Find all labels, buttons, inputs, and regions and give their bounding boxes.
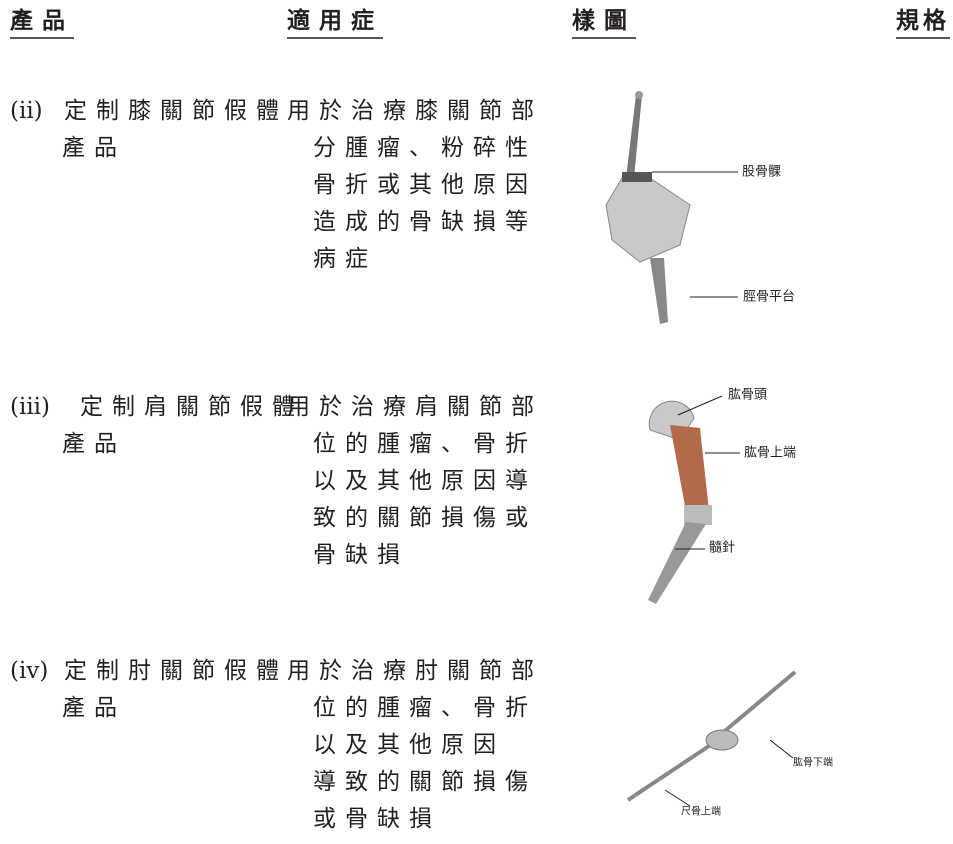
product-name: 產品	[62, 431, 126, 457]
row-number: (iv)	[10, 658, 48, 684]
indication: 造成的骨缺損等	[313, 209, 537, 235]
indication: 用於治療膝關節部	[287, 98, 543, 124]
indication: 用於治療肩關節部	[287, 394, 543, 420]
column-header: 產品	[10, 7, 74, 34]
indication: 導致的關節損傷	[313, 769, 537, 795]
indication: 致的關節損傷或	[313, 505, 537, 531]
figure-label: 尺骨上端	[681, 805, 721, 818]
elbow-implant	[626, 670, 797, 807]
indication: 以及其他原因導	[313, 468, 537, 494]
product-name: 定制肘關節假體	[64, 658, 288, 684]
product-name: 定制膝關節假體	[64, 98, 288, 124]
product-name: 產品	[62, 695, 126, 721]
figure-label: 肱骨上端	[744, 446, 796, 461]
figures	[605, 91, 797, 807]
row-number: (ii)	[10, 98, 43, 124]
indication: 位的腫瘤、骨折	[313, 431, 537, 457]
figure-label: 髓針	[709, 541, 735, 556]
figure-label: 肱骨下端	[793, 756, 833, 769]
indication: 或骨缺損	[313, 806, 441, 832]
column-header: 適用症	[287, 7, 383, 34]
shoulder-implant	[648, 395, 740, 604]
figure-label: 股骨髁	[742, 165, 781, 180]
figure-label: 脛骨平台	[743, 290, 795, 305]
indication: 以及其他原因	[313, 732, 505, 758]
indication: 用於治療肘關節部	[287, 658, 543, 684]
indication: 骨折或其他原因	[313, 172, 537, 198]
indication: 骨缺損	[313, 542, 409, 568]
product-name: 定制肩關節假體	[80, 394, 304, 420]
figure-label: 肱骨頭	[728, 388, 767, 403]
indication: 病症	[313, 246, 377, 272]
indication: 位的腫瘤、骨折	[313, 695, 537, 721]
column-header: 規格	[896, 7, 950, 34]
product-name: 產品	[62, 135, 126, 161]
indication: 分腫瘤、粉碎性	[313, 135, 537, 161]
knee-implant	[605, 91, 738, 324]
column-header: 樣圖	[572, 7, 636, 34]
row-number: (iii)	[10, 394, 50, 420]
